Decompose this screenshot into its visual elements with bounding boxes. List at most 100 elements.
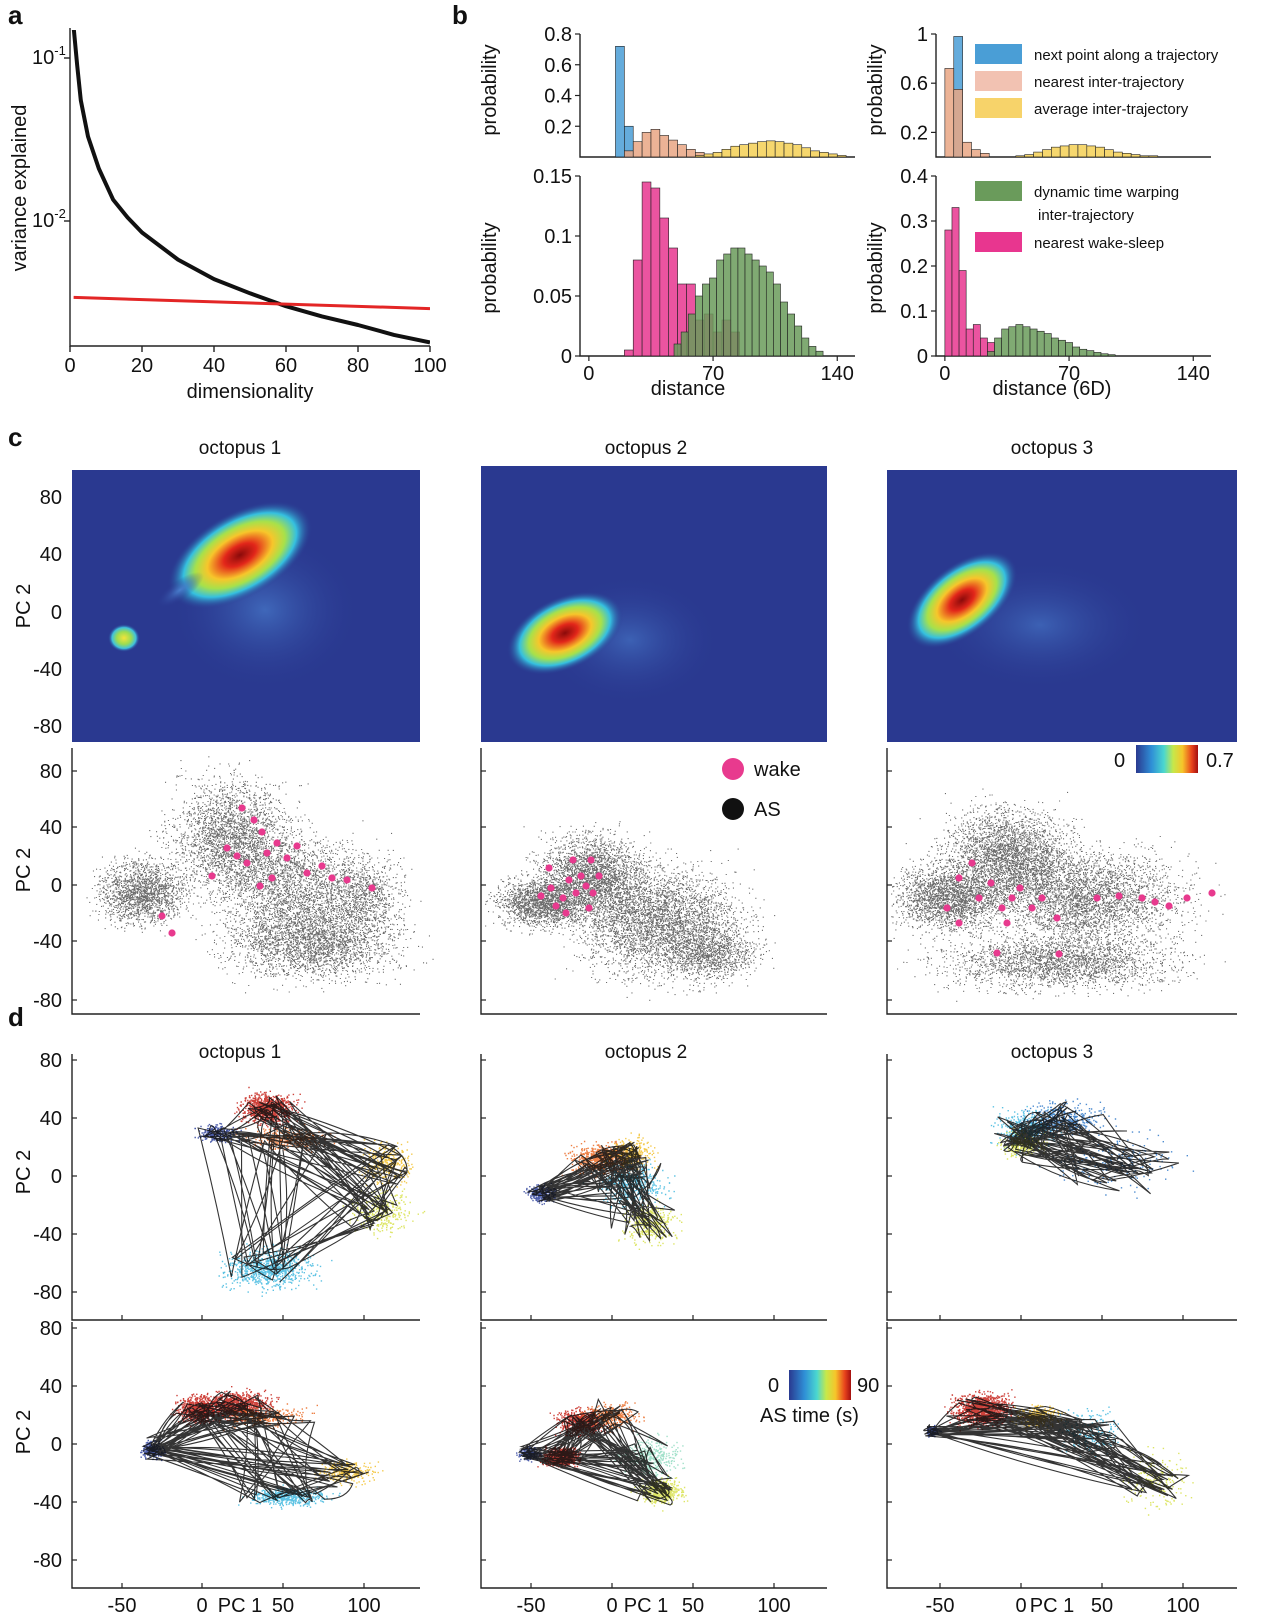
panel-label-a: a: [8, 0, 23, 30]
hist-ytick-label: 0.1: [544, 226, 572, 248]
wake-point: [263, 849, 271, 857]
legend-label-dtw: dynamic time warping: [1034, 184, 1179, 201]
wake-point: [158, 912, 166, 920]
d-xtick-label: -50: [926, 1595, 955, 1616]
hist-bar: [780, 301, 788, 357]
legend-wake-dot: [722, 758, 744, 780]
hist-ytick-label: 0.2: [900, 256, 928, 278]
d-xtick-label: 50: [272, 1595, 294, 1616]
hist-bar: [1024, 154, 1034, 158]
b-ylabel-tl: probability: [479, 44, 501, 135]
c-ylabel-top: PC 2: [13, 584, 35, 628]
wake-point: [273, 839, 281, 847]
wake-point: [975, 894, 983, 902]
heat-bridge-1: [156, 571, 204, 609]
b-ylabel-bl: probability: [479, 222, 501, 313]
wake-point: [1093, 894, 1101, 902]
d-xtick-label: 50: [1091, 1595, 1113, 1616]
wake-point: [1016, 884, 1024, 892]
hist-bar: [958, 270, 967, 357]
hist-bar: [1043, 333, 1052, 357]
hist-bar: [801, 147, 811, 158]
hist-bar: [773, 283, 781, 357]
hist-bar: [716, 259, 725, 357]
d-xtick-label: -50: [517, 1595, 546, 1616]
hist-bar: [677, 144, 687, 158]
wake-point: [1008, 894, 1016, 902]
hist-bar: [1104, 149, 1114, 158]
c-title-1: octopus 1: [199, 438, 281, 459]
hist-bar: [744, 253, 753, 357]
d-colorbar-label: AS time (s): [760, 1405, 859, 1427]
heat-peak-3: [906, 551, 1018, 649]
c-heatmap-y-ticks: 80 40 0 -40 -80: [33, 487, 62, 738]
d-colorbar-min: 0: [768, 1375, 779, 1397]
wake-point: [552, 902, 560, 910]
legend-swatch-average: [975, 98, 1022, 118]
as-points: [86, 756, 434, 994]
wake-point: [589, 889, 597, 897]
hist-bar: [965, 328, 974, 357]
wake-point: [559, 894, 567, 902]
trajectory-line: [994, 1101, 1180, 1195]
a-ytick-label-1: 10-1: [32, 43, 66, 69]
hist-bar: [1077, 144, 1088, 158]
d-plot-5: [516, 1397, 689, 1512]
c-colorbar: [1136, 745, 1198, 773]
hist-bar: [994, 337, 1002, 357]
heatmap-octopus-3: [887, 470, 1237, 742]
hist-bar: [953, 89, 963, 158]
c-scatter-1: [86, 756, 434, 994]
d-axis: [480, 1054, 827, 1321]
hist-bar: [1086, 350, 1095, 357]
hist-bar: [703, 153, 714, 158]
d-colorbar-max: 90: [857, 1375, 879, 1397]
hist-bar: [1093, 352, 1102, 357]
hist-bar: [987, 351, 995, 357]
hist-ytick-label: 1: [917, 24, 928, 46]
wake-point: [1138, 894, 1146, 902]
hist-ytick-label: 0.6: [544, 55, 572, 77]
hist-bar: [702, 283, 710, 357]
trajectory-line: [517, 1397, 674, 1506]
a-xtick-label: 60: [275, 355, 297, 377]
hist-bar: [792, 144, 803, 158]
hist-bar: [1029, 328, 1038, 357]
hist-bar: [819, 152, 829, 158]
d-ytick-label: -40: [33, 1492, 62, 1514]
wake-point: [595, 872, 603, 880]
hist-bar: [1015, 324, 1024, 357]
hist-bar: [673, 343, 682, 357]
a-xtick-label: 0: [64, 355, 75, 377]
hist-xtick-label: 70: [1058, 363, 1080, 385]
wake-point: [547, 884, 555, 892]
wake-point: [303, 869, 311, 877]
wake-point: [1115, 892, 1123, 900]
d-ytick-label: 0: [51, 1166, 62, 1188]
wake-point: [233, 852, 241, 860]
d-ytick-label: -80: [33, 1550, 62, 1572]
d-ytick-label: 40: [40, 1376, 62, 1398]
wake-point: [1038, 894, 1046, 902]
c-scatter-2: [485, 821, 776, 1001]
hist-bottom-right: 0 0.1 0.2 0.3 0.4 0 70 140: [900, 166, 1211, 385]
hist-bar: [730, 247, 739, 357]
panel-b-histograms: 0.20.40.60.8 0.20.61 00.050.10.150 70 140 …: [479, 24, 1219, 400]
d-title-2: octopus 2: [605, 1042, 687, 1063]
a-xtick-label: 80: [347, 355, 369, 377]
wake-point: [987, 879, 995, 887]
d-xlabel-2: PC 1: [624, 1595, 668, 1616]
hist-bar: [624, 150, 634, 158]
panel-a-y-ticks: 10-1 10-2: [32, 43, 70, 232]
wake-point: [955, 874, 963, 882]
wake-point: [537, 892, 545, 900]
d-xtick-label: 100: [757, 1595, 790, 1616]
d-axes: 80 40 0 -40 -80 80 40 0 -40 -80 -50 0 50 100 -50 0 50 100…: [33, 1050, 1237, 1616]
wake-point: [256, 882, 264, 890]
hist-bar: [951, 207, 960, 357]
hist-bar: [650, 187, 661, 357]
hist-bar: [615, 45, 625, 158]
hist-bar: [765, 271, 774, 357]
d-ylabel-top: PC 2: [13, 1150, 35, 1194]
d-xtick-label: 0: [1015, 1595, 1026, 1616]
